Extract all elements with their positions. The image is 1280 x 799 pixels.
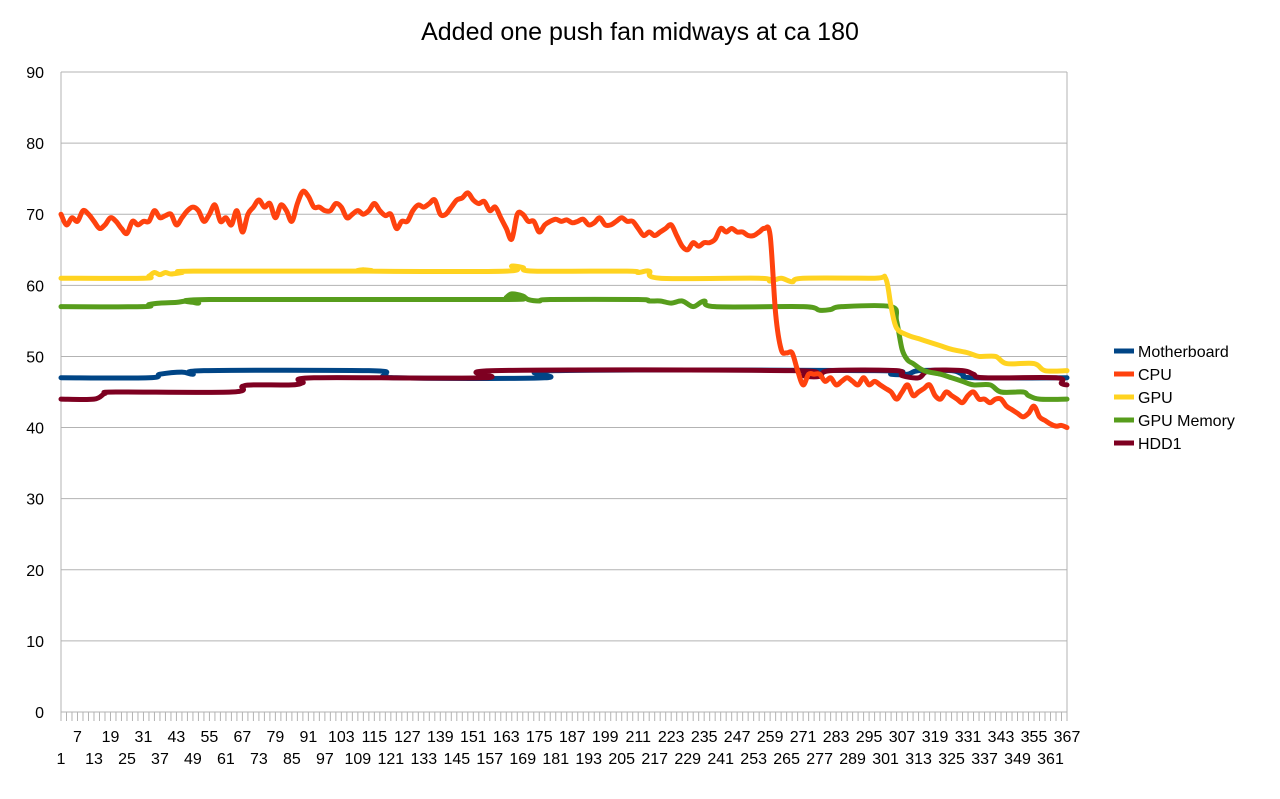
x-tick-label: 157 [476, 751, 503, 768]
x-tick-label: 259 [757, 729, 784, 746]
chart-title: Added one push fan midways at ca 180 [421, 18, 859, 46]
series-line-gpu-memory [58, 291, 1070, 402]
x-tick-label: 283 [823, 729, 850, 746]
x-tick-label: 295 [856, 729, 883, 746]
x-tick-label: 13 [85, 751, 103, 768]
x-tick-label: 235 [691, 729, 718, 746]
x-tick-label: 151 [460, 729, 487, 746]
series-line-gpu [58, 263, 1070, 374]
x-tick-label: 307 [889, 729, 916, 746]
x-tick-label: 31 [135, 729, 153, 746]
x-tick-label: 163 [493, 729, 520, 746]
legend-label-motherboard: Motherboard [1138, 344, 1229, 361]
x-axis-minor-ticks [60, 712, 1068, 721]
y-tick-label: 40 [26, 421, 44, 438]
x-tick-label: 361 [1037, 751, 1064, 768]
x-tick-label: 133 [410, 751, 437, 768]
x-tick-label: 337 [971, 751, 998, 768]
x-tick-label: 265 [773, 751, 800, 768]
x-tick-label: 319 [922, 729, 949, 746]
y-tick-label: 80 [26, 136, 44, 153]
x-tick-label: 313 [905, 751, 932, 768]
x-tick-label: 367 [1054, 729, 1081, 746]
x-tick-label: 217 [641, 751, 668, 768]
legend: Motherboard CPU GPU GPU Memory HDD1 [1114, 344, 1235, 453]
x-tick-label: 343 [988, 729, 1015, 746]
x-tick-label: 253 [740, 751, 767, 768]
series-lines [58, 188, 1070, 431]
x-tick-label: 199 [592, 729, 619, 746]
y-tick-label: 60 [26, 278, 44, 295]
x-tick-label: 277 [806, 751, 833, 768]
y-tick-label: 70 [26, 207, 44, 224]
y-axis-ticks: 0 10 20 30 40 50 60 70 80 90 [26, 65, 44, 722]
x-tick-label: 271 [790, 729, 817, 746]
x-tick-label: 25 [118, 751, 136, 768]
series-line-hdd1 [58, 367, 1070, 403]
x-tick-label: 205 [608, 751, 635, 768]
x-tick-label: 127 [394, 729, 421, 746]
x-tick-label: 193 [575, 751, 602, 768]
x-tick-label: 43 [168, 729, 186, 746]
x-tick-label: 187 [559, 729, 586, 746]
x-tick-label: 181 [542, 751, 569, 768]
x-tick-label: 85 [283, 751, 301, 768]
x-tick-label: 331 [955, 729, 982, 746]
x-tick-label: 115 [362, 729, 388, 746]
y-tick-label: 10 [26, 634, 44, 651]
x-tick-label: 301 [872, 751, 899, 768]
x-tick-label: 61 [217, 751, 235, 768]
y-tick-label: 50 [26, 349, 44, 366]
x-tick-label: 355 [1021, 729, 1048, 746]
x-tick-label: 79 [266, 729, 284, 746]
y-tick-label: 90 [26, 65, 44, 82]
x-tick-label: 49 [184, 751, 202, 768]
x-tick-label: 37 [151, 751, 169, 768]
x-tick-label: 223 [658, 729, 685, 746]
y-tick-label: 30 [26, 492, 44, 509]
gridlines [60, 71, 1068, 713]
legend-label-cpu: CPU [1138, 367, 1172, 384]
x-tick-label: 1 [57, 751, 66, 768]
series-line-cpu [58, 188, 1070, 431]
legend-label-gpu-memory: GPU Memory [1138, 413, 1235, 430]
x-tick-label: 169 [509, 751, 536, 768]
x-tick-label: 91 [299, 729, 317, 746]
y-tick-label: 0 [35, 705, 44, 722]
x-tick-label: 211 [625, 729, 651, 746]
x-tick-label: 175 [526, 729, 553, 746]
x-tick-label: 247 [724, 729, 751, 746]
x-tick-label: 97 [316, 751, 334, 768]
x-tick-label: 19 [102, 729, 120, 746]
x-tick-label: 349 [1004, 751, 1031, 768]
legend-label-hdd1: HDD1 [1138, 436, 1182, 453]
x-tick-label: 289 [839, 751, 866, 768]
x-tick-label: 67 [234, 729, 252, 746]
x-tick-label: 121 [377, 751, 404, 768]
x-tick-label: 241 [707, 751, 734, 768]
legend-label-gpu: GPU [1138, 390, 1173, 407]
x-axis-ticks: 7 19 31 43 55 67 79 91 103 115 127 139 151 163 175 187 1… [57, 712, 1081, 768]
y-tick-label: 20 [26, 563, 44, 580]
x-tick-label: 145 [443, 751, 470, 768]
x-tick-label: 103 [328, 729, 355, 746]
x-tick-label: 325 [938, 751, 965, 768]
x-tick-label: 109 [345, 751, 372, 768]
x-tick-label: 73 [250, 751, 268, 768]
x-tick-label: 55 [201, 729, 219, 746]
x-tick-label: 7 [73, 729, 82, 746]
x-tick-label: 229 [674, 751, 701, 768]
x-tick-label: 139 [427, 729, 454, 746]
